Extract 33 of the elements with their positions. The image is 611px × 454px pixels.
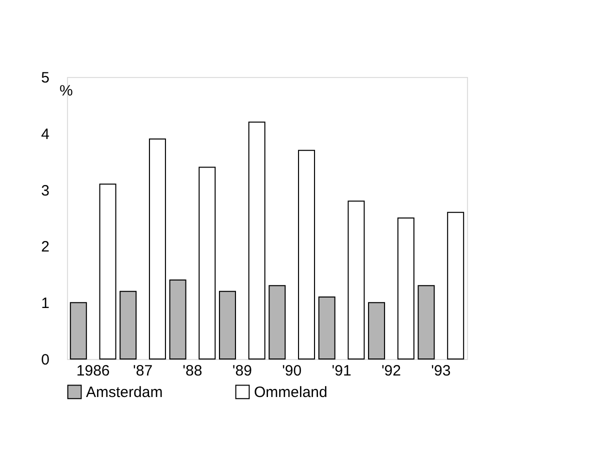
y-tick-label: 0 xyxy=(41,352,50,368)
legend-label: Amsterdam xyxy=(86,384,163,401)
bar xyxy=(298,150,316,360)
x-tick-label: '88 xyxy=(182,362,202,380)
x-tick-label: '92 xyxy=(381,362,402,380)
x-tick-label: '89 xyxy=(232,362,252,380)
bar xyxy=(318,296,336,360)
legend-label: Ommeland xyxy=(254,384,328,401)
bar xyxy=(368,302,386,360)
x-tick-label: '93 xyxy=(431,362,451,380)
bar xyxy=(348,200,365,360)
bar xyxy=(268,285,286,360)
y-tick-label: 4 xyxy=(41,126,50,143)
bar xyxy=(120,290,137,360)
bar xyxy=(397,218,414,360)
y-tick-label: 2 xyxy=(41,238,50,256)
x-tick-label: '90 xyxy=(282,362,302,380)
y-tick-label: 1 xyxy=(41,295,50,312)
bar xyxy=(70,302,87,360)
bar xyxy=(248,122,266,360)
bar xyxy=(198,166,216,360)
x-tick-label: '91 xyxy=(332,362,352,380)
y-tick-label: 5 xyxy=(41,70,50,86)
x-tick-label: 1986 xyxy=(76,362,110,380)
bar xyxy=(218,290,236,360)
bar xyxy=(169,280,186,360)
y-axis-title: % xyxy=(60,82,73,100)
x-tick-label: '87 xyxy=(132,362,153,380)
bar xyxy=(99,184,116,360)
bar xyxy=(418,285,435,360)
bar xyxy=(447,212,464,360)
bar xyxy=(148,138,166,360)
y-tick-label: 3 xyxy=(41,182,50,200)
